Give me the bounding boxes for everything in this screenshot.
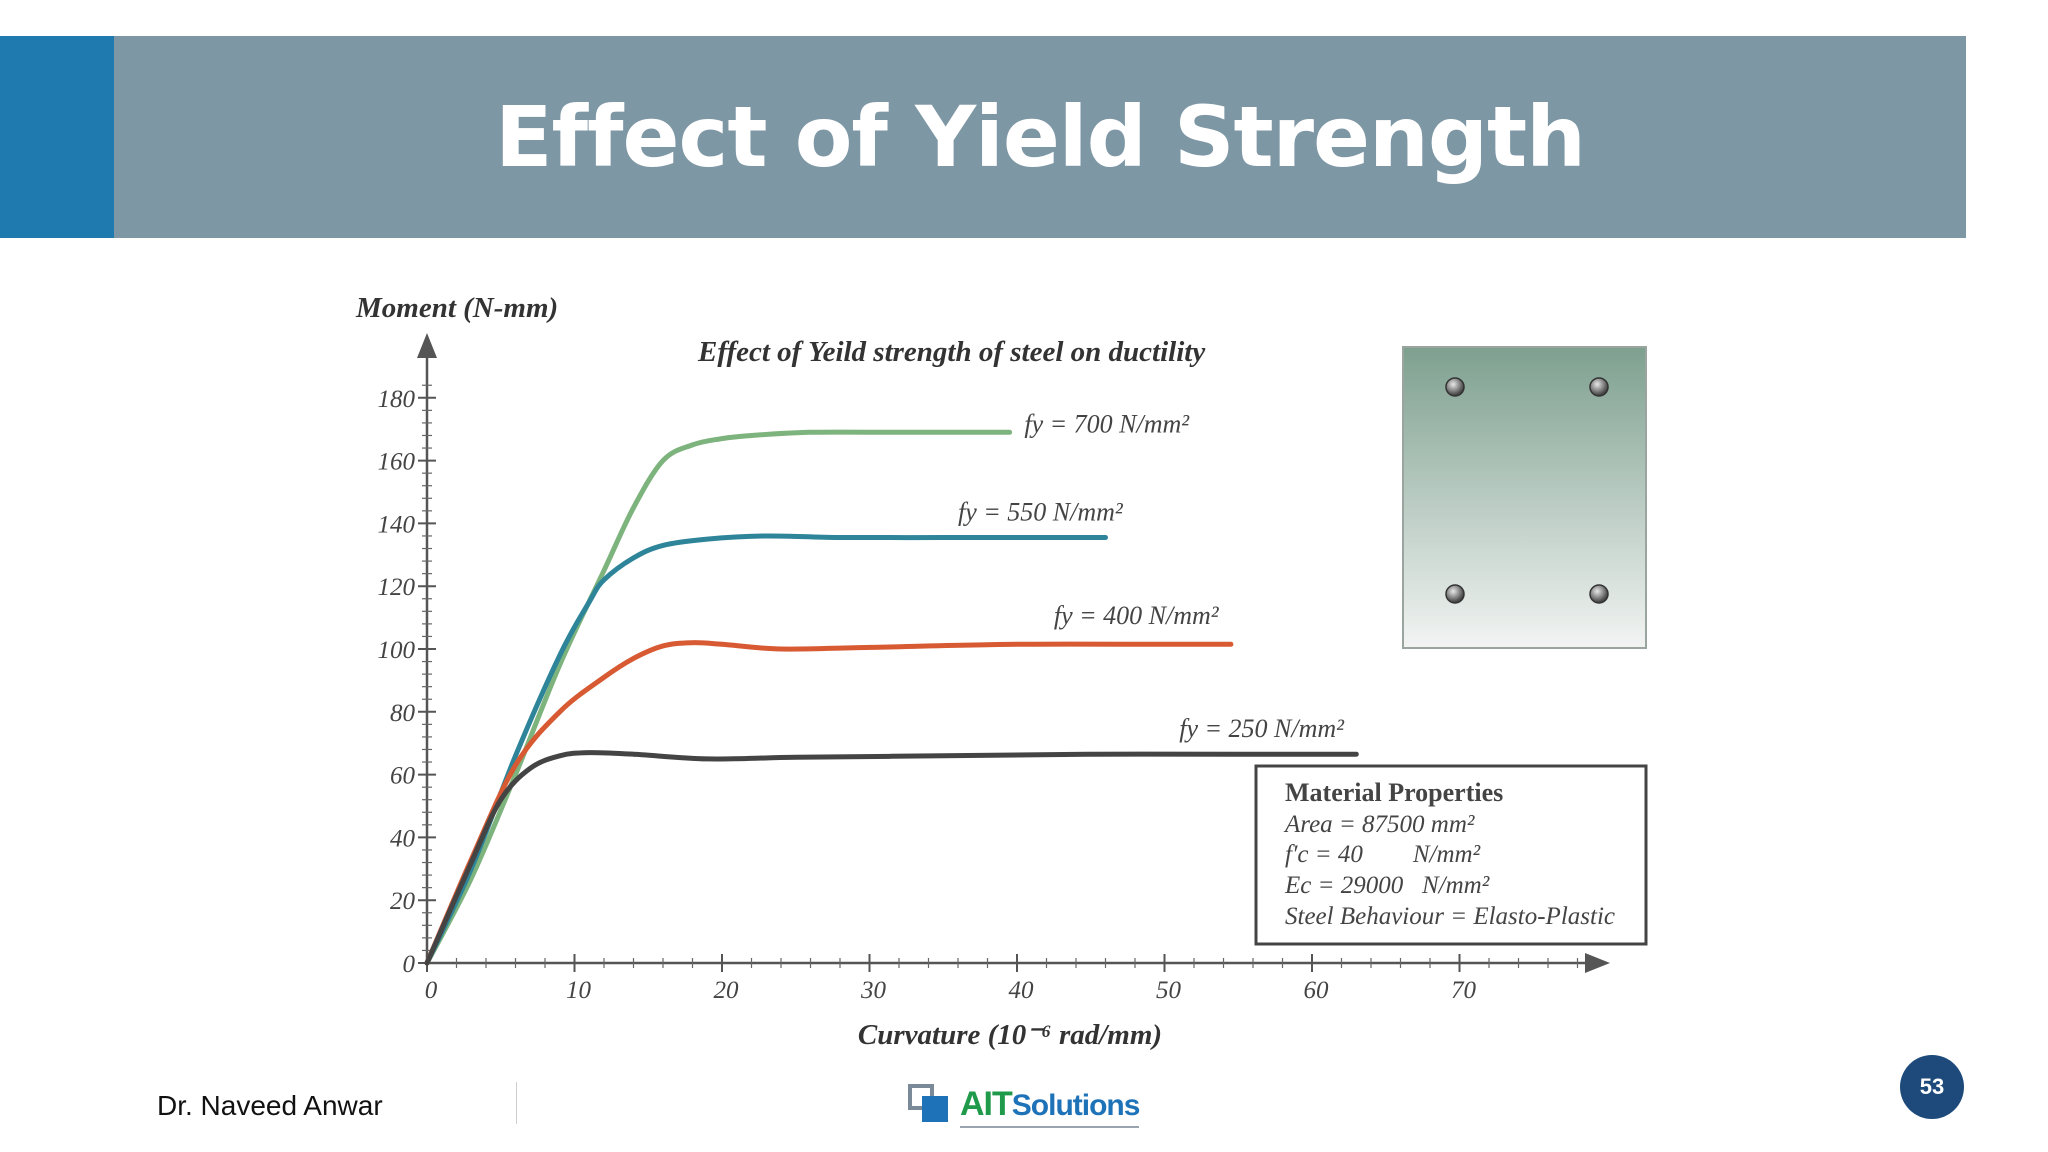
x-tick-label: 30 bbox=[860, 977, 887, 1004]
section-rect bbox=[1402, 346, 1647, 649]
y-tick-label: 180 bbox=[378, 386, 416, 413]
page-number-badge: 53 bbox=[1900, 1055, 1964, 1119]
x-tick-label: 40 bbox=[1009, 977, 1035, 1004]
series-line bbox=[424, 750, 1359, 966]
series-label: fy = 700 N/mm² bbox=[1024, 409, 1190, 438]
chart-title: Effect of Yeild strength of steel on duc… bbox=[697, 336, 1205, 368]
title-accent bbox=[0, 36, 114, 238]
logo-text: AITSolutions bbox=[960, 1084, 1140, 1123]
y-tick-label: 100 bbox=[378, 637, 416, 664]
rebar-icon bbox=[1445, 377, 1465, 397]
material-steel: Steel Behaviour = Elasto-Plastic bbox=[1285, 903, 1615, 930]
rebar-icon bbox=[1445, 584, 1465, 604]
y-tick-label: 120 bbox=[378, 574, 416, 601]
x-tick-label: 60 bbox=[1304, 977, 1330, 1004]
material-ec: Ec = 29000 N/mm² bbox=[1284, 872, 1490, 899]
rebar-icon bbox=[1589, 377, 1609, 397]
x-axis-arrow bbox=[1585, 953, 1610, 973]
series-label: fy = 400 N/mm² bbox=[1054, 601, 1220, 630]
series-labels: fy = 700 N/mm² fy = 550 N/mm² fy = 400 N/m… bbox=[958, 409, 1345, 743]
logo-mark-icon bbox=[908, 1084, 952, 1124]
series-lines bbox=[424, 429, 1359, 966]
x-tick-label: 50 bbox=[1156, 977, 1182, 1004]
minor-ticks bbox=[422, 384, 1579, 968]
series-line bbox=[424, 640, 1234, 966]
material-properties-box: Material Properties Area = 87500 mm² f′c… bbox=[1254, 764, 1648, 946]
y-tick-label: 80 bbox=[390, 700, 416, 727]
y-tick-label: 40 bbox=[390, 825, 416, 852]
series-label: fy = 250 N/mm² bbox=[1179, 714, 1345, 743]
y-tick-label: 140 bbox=[378, 511, 416, 538]
rebar-icon bbox=[1589, 584, 1609, 604]
ait-solutions-logo: AITSolutions bbox=[908, 1080, 1140, 1128]
series-label: fy = 550 N/mm² bbox=[958, 497, 1124, 526]
x-ticks: 0 10 20 30 40 50 60 70 bbox=[425, 954, 1477, 1004]
x-tick-label: 70 bbox=[1451, 977, 1477, 1004]
title-bar bbox=[0, 36, 1966, 238]
footer-divider bbox=[516, 1082, 517, 1124]
y-tick-label: 60 bbox=[390, 763, 416, 790]
x-tick-label: 10 bbox=[566, 977, 592, 1004]
y-ticks: 0 20 40 60 80 100 120 140 160 180 bbox=[378, 386, 436, 978]
slide-title: Effect of Yield Strength bbox=[495, 88, 1586, 186]
y-tick-label: 160 bbox=[378, 449, 416, 476]
y-axis-title: Moment (N-mm) bbox=[355, 292, 558, 324]
x-axis-title: Curvature (10⁻⁶ rad/mm) bbox=[858, 1019, 1162, 1051]
y-tick-label: 20 bbox=[390, 888, 416, 915]
footer-author: Dr. Naveed Anwar bbox=[157, 1090, 383, 1121]
y-axis-arrow bbox=[417, 333, 437, 358]
x-tick-label: 20 bbox=[714, 977, 740, 1004]
series-line bbox=[424, 429, 1013, 966]
section-inset bbox=[1402, 346, 1647, 649]
series-line bbox=[424, 533, 1108, 966]
material-fc: f′c = 40 N/mm² bbox=[1285, 841, 1481, 868]
material-heading: Material Properties bbox=[1285, 778, 1503, 807]
x-tick-label: 0 bbox=[425, 977, 438, 1004]
material-area: Area = 87500 mm² bbox=[1283, 811, 1475, 838]
y-tick-label: 0 bbox=[403, 951, 416, 978]
